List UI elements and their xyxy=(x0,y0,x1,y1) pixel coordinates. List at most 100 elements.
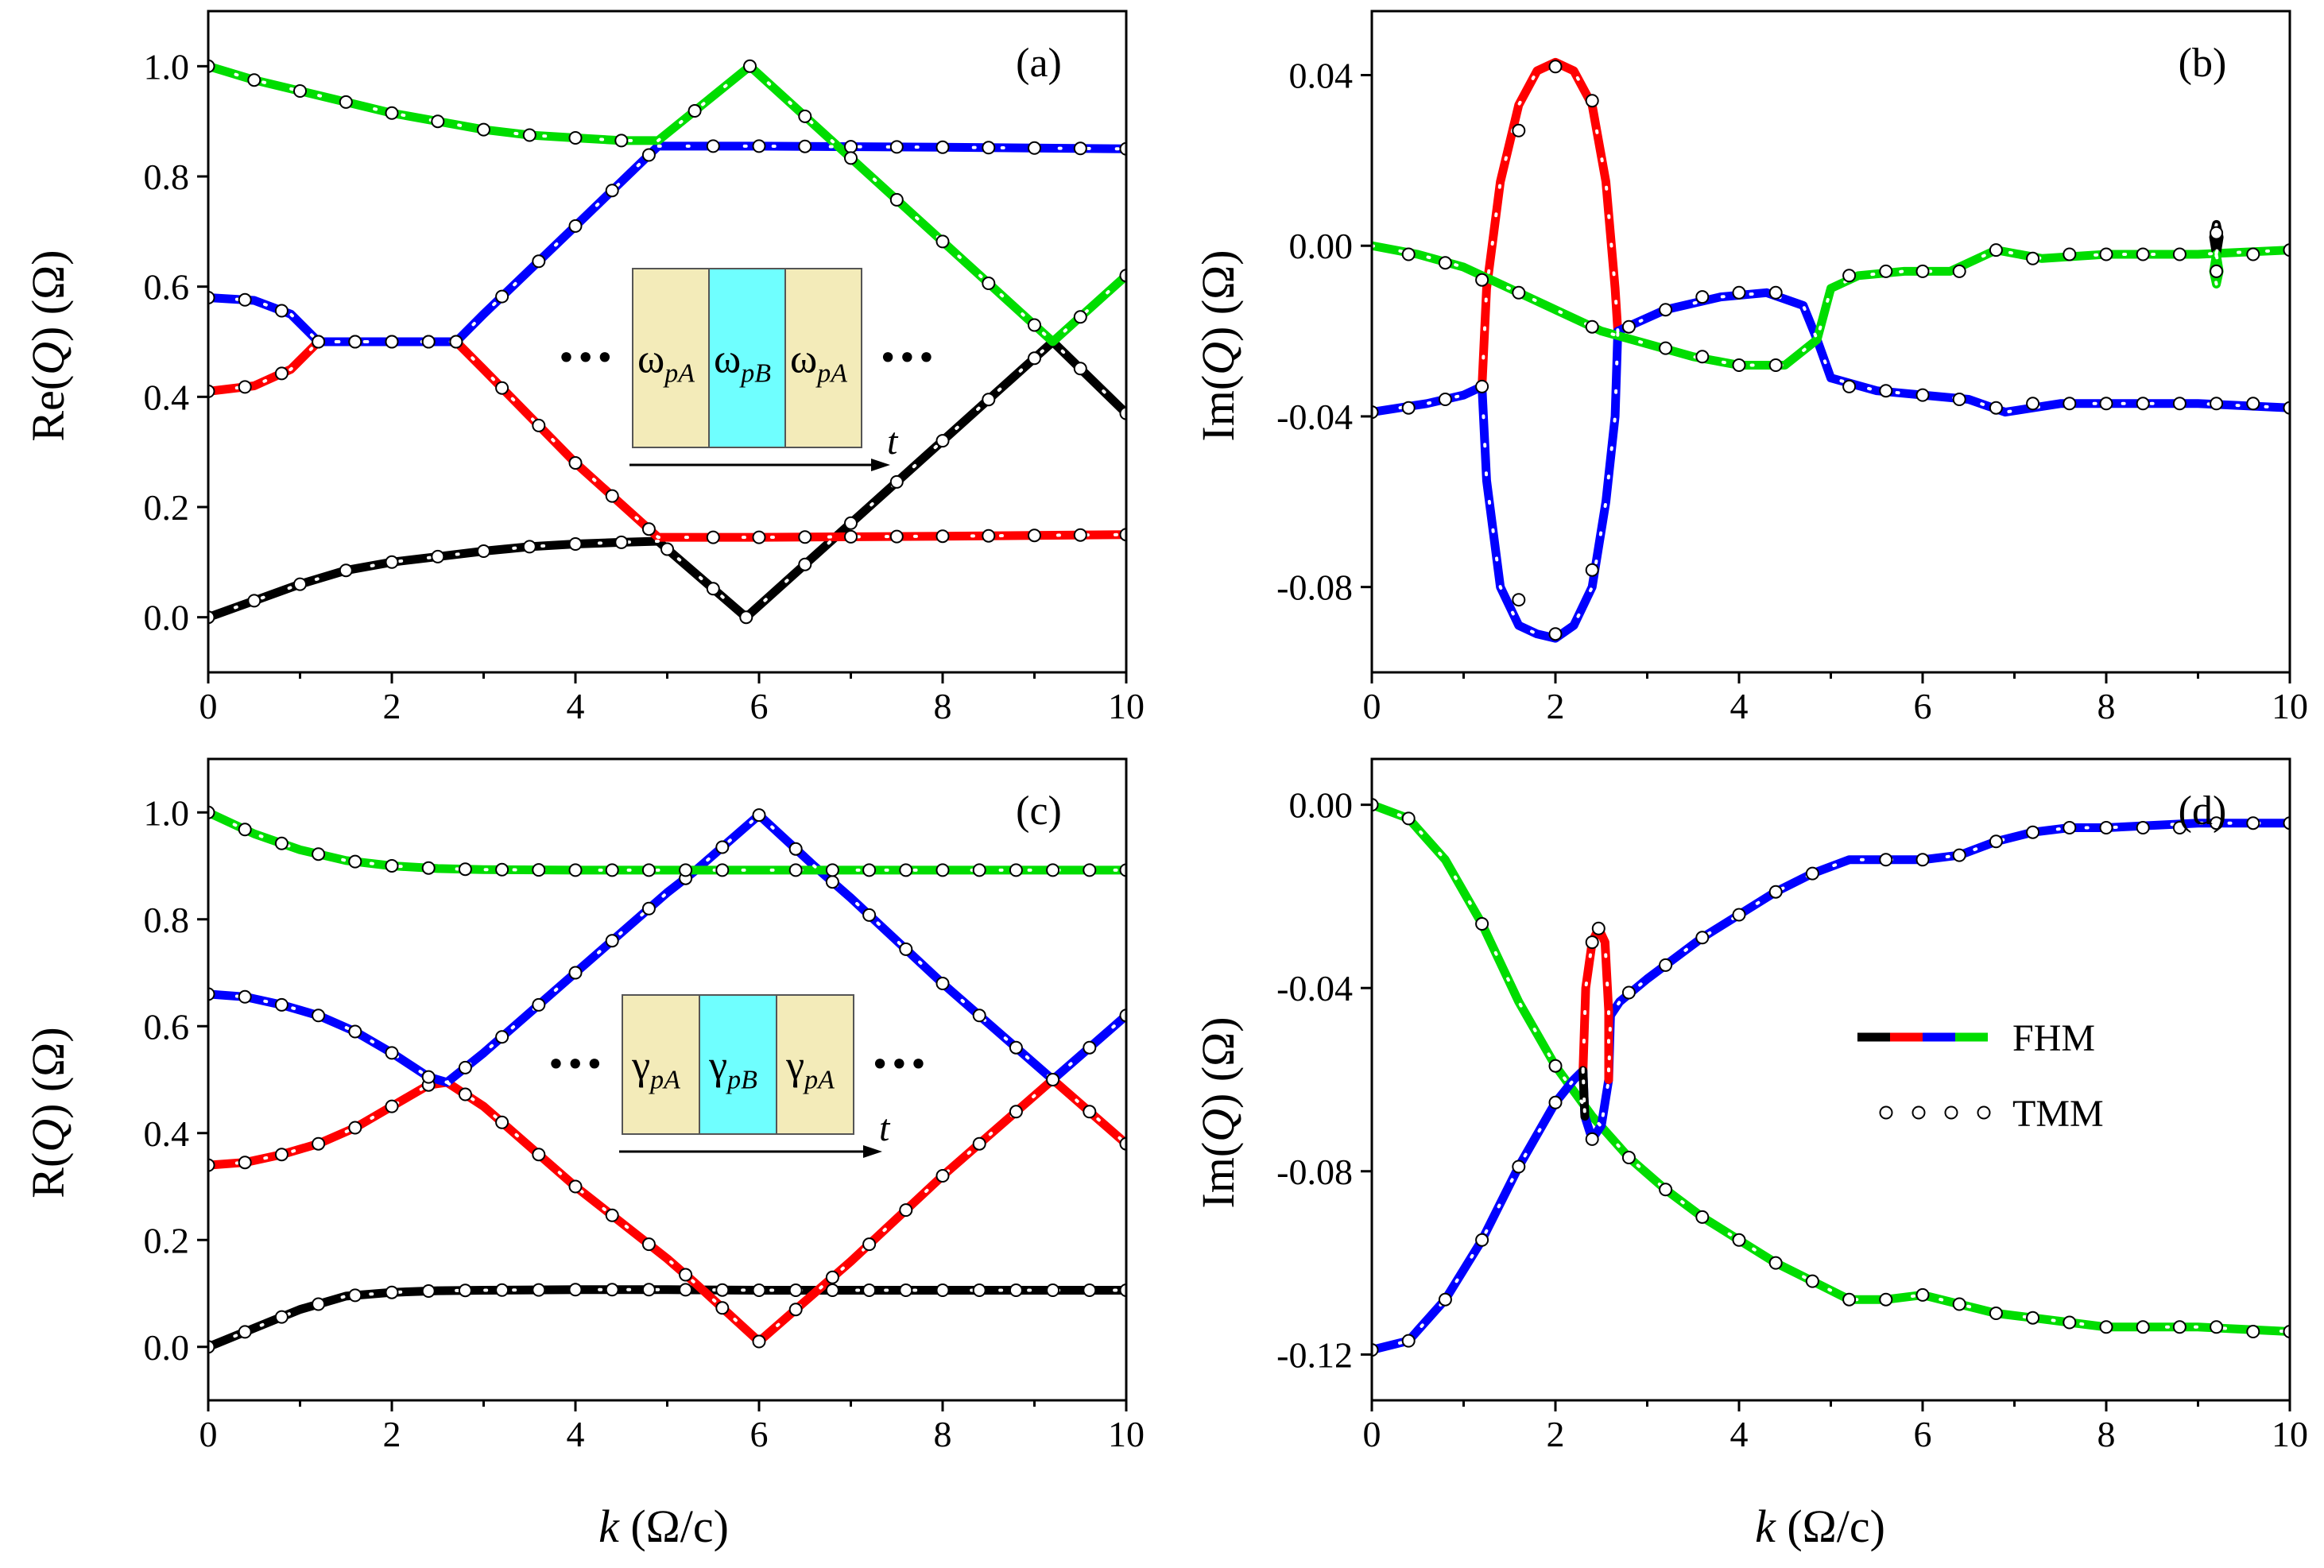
tmm-marker xyxy=(2247,249,2259,261)
tmm-marker xyxy=(799,141,811,153)
panel-b-xtick-label: 6 xyxy=(1914,686,1932,726)
panel-a-xtick-label: 4 xyxy=(567,686,585,726)
tmm-marker xyxy=(643,903,655,915)
tmm-marker xyxy=(1623,1152,1635,1163)
tmm-marker xyxy=(386,556,398,568)
tmm-marker xyxy=(276,305,288,317)
tmm-marker xyxy=(2137,822,2149,834)
tmm-marker xyxy=(863,1238,875,1250)
tmm-marker xyxy=(1660,1183,1671,1195)
tmm-marker xyxy=(349,1289,361,1301)
tmm-marker xyxy=(1083,1284,1095,1296)
panel-d-xtick-label: 8 xyxy=(2097,1414,2116,1454)
tmm-marker xyxy=(891,194,903,206)
tmm-marker xyxy=(744,60,756,72)
panel-c-label: (c) xyxy=(1016,788,1062,834)
tmm-marker xyxy=(827,1284,839,1296)
tmm-marker xyxy=(790,1284,802,1296)
tmm-marker xyxy=(239,381,251,393)
tmm-marker xyxy=(312,1299,324,1311)
tmm-marker xyxy=(680,1269,691,1281)
tmm-marker xyxy=(1990,244,2002,256)
tmm-marker xyxy=(276,367,288,379)
tmm-marker xyxy=(340,96,352,108)
panel-c-xtick-label: 0 xyxy=(199,1414,218,1454)
tmm-marker xyxy=(2247,397,2259,409)
tmm-marker xyxy=(740,611,752,623)
tmm-marker xyxy=(1550,1097,1562,1109)
tmm-marker xyxy=(900,1204,912,1216)
tmm-marker xyxy=(570,1283,582,1295)
tmm-marker xyxy=(2137,397,2149,409)
tmm-marker xyxy=(1954,850,1966,861)
tmm-marker xyxy=(570,220,582,232)
figure-background xyxy=(0,0,2324,1568)
inset-dots-left: ••• xyxy=(548,1042,606,1087)
tmm-marker xyxy=(845,531,857,543)
tmm-marker xyxy=(827,864,839,876)
tmm-marker xyxy=(1586,1133,1598,1145)
panel-b-xtick-label: 8 xyxy=(2097,686,2116,726)
tmm-marker xyxy=(891,141,903,153)
tmm-marker xyxy=(2101,822,2113,834)
tmm-marker xyxy=(1696,291,1708,303)
tmm-marker xyxy=(496,1117,508,1129)
panel-c-ytick-label: 0.8 xyxy=(144,900,190,940)
tmm-marker xyxy=(2210,1321,2222,1333)
tmm-marker xyxy=(1880,854,1892,865)
tmm-marker xyxy=(1403,1335,1415,1347)
panel-d-label: (d) xyxy=(2179,788,2227,834)
tmm-marker xyxy=(2174,249,2186,261)
tmm-marker xyxy=(312,848,324,860)
tmm-marker xyxy=(1917,1289,1929,1301)
tmm-marker xyxy=(1843,1294,1855,1306)
tmm-marker xyxy=(423,862,435,874)
panel-d-ytick-label: -0.04 xyxy=(1276,968,1353,1009)
panel-c-xtick-label: 10 xyxy=(1108,1414,1145,1454)
tmm-marker xyxy=(643,1238,655,1250)
tmm-marker xyxy=(937,235,949,247)
tmm-marker xyxy=(643,864,655,876)
xlabel-left: k (Ω/c) xyxy=(598,1500,729,1552)
tmm-marker xyxy=(1010,1105,1022,1117)
tmm-marker xyxy=(1550,1060,1562,1072)
figure: Re(Q) (Ω) ωpA ωpB ωpA••• •••t0 2 4 6 8 100.00.20… xyxy=(0,0,2324,1568)
inset-dots-right: ••• xyxy=(873,1042,931,1087)
panel-c-xtick-label: 6 xyxy=(750,1414,769,1454)
tmm-marker xyxy=(1880,385,1892,397)
tmm-marker xyxy=(863,864,875,876)
tmm-marker xyxy=(312,336,324,348)
tmm-marker xyxy=(2210,265,2222,277)
tmm-marker xyxy=(1513,125,1524,137)
tmm-marker xyxy=(1439,257,1451,269)
tmm-marker xyxy=(845,141,857,153)
tmm-marker xyxy=(1843,381,1855,393)
tmm-marker xyxy=(1028,142,1040,154)
tmm-marker xyxy=(827,1272,839,1283)
panel-b-xtick-label: 10 xyxy=(2272,686,2308,726)
tmm-marker xyxy=(891,531,903,543)
tmm-marker xyxy=(1770,287,1782,299)
tmm-marker xyxy=(1550,60,1562,72)
tmm-marker xyxy=(982,530,994,542)
tmm-marker xyxy=(1550,628,1562,640)
tmm-marker xyxy=(349,1122,361,1134)
tmm-marker xyxy=(982,277,994,289)
tmm-marker xyxy=(2210,397,2222,409)
tmm-marker xyxy=(496,382,508,394)
tmm-marker xyxy=(974,864,986,876)
panel-d-ytick-label: 0.00 xyxy=(1289,785,1354,826)
tmm-marker xyxy=(982,141,994,153)
tmm-marker xyxy=(2247,817,2259,829)
tmm-marker xyxy=(423,336,435,348)
legend-tmm-label: TMM xyxy=(2012,1093,2104,1135)
panel-b-label: (b) xyxy=(2179,41,2227,86)
tmm-marker xyxy=(1083,1042,1095,1054)
panel-d-xtick-label: 0 xyxy=(1363,1414,1381,1454)
tmm-marker xyxy=(753,532,765,544)
panel-a-ylabel: Re(Q) (Ω) xyxy=(22,250,74,441)
tmm-marker xyxy=(1586,95,1598,106)
tmm-marker xyxy=(1075,529,1086,541)
tmm-marker xyxy=(459,1089,471,1101)
tmm-marker xyxy=(1028,319,1040,331)
